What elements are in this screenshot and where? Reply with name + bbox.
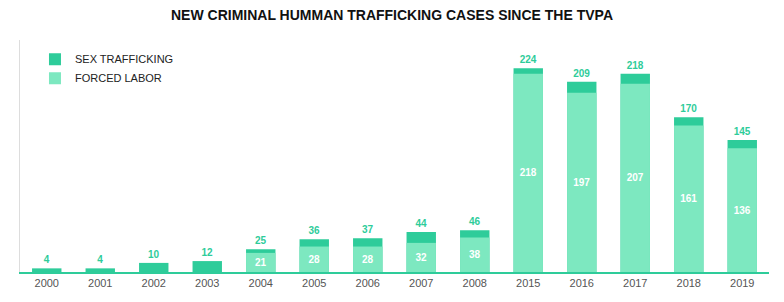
svg-text:2008: 2008 [463,277,487,289]
svg-text:2019: 2019 [730,277,754,289]
svg-text:44: 44 [415,218,427,229]
svg-text:FORCED LABOR: FORCED LABOR [75,72,162,84]
svg-text:32: 32 [415,252,427,263]
svg-text:21: 21 [255,257,267,268]
svg-text:2002: 2002 [142,277,166,289]
svg-text:12: 12 [201,247,213,258]
svg-text:4: 4 [97,254,103,265]
svg-text:218: 218 [520,167,537,178]
svg-text:2018: 2018 [677,277,701,289]
svg-text:37: 37 [362,224,374,235]
svg-text:197: 197 [573,177,590,188]
svg-text:2017: 2017 [623,277,647,289]
svg-text:SEX TRAFFICKING: SEX TRAFFICKING [75,53,173,65]
svg-text:2007: 2007 [409,277,433,289]
svg-text:209: 209 [573,68,590,79]
svg-text:38: 38 [469,249,481,260]
svg-text:10: 10 [148,249,160,260]
svg-text:136: 136 [734,205,751,216]
svg-text:2000: 2000 [35,277,59,289]
svg-text:4: 4 [44,254,50,265]
svg-text:2004: 2004 [249,277,273,289]
svg-text:218: 218 [627,60,644,71]
svg-text:207: 207 [627,172,644,183]
svg-text:25: 25 [255,235,267,246]
svg-text:28: 28 [362,254,374,265]
svg-text:145: 145 [734,126,751,137]
svg-text:2015: 2015 [516,277,540,289]
svg-text:2003: 2003 [195,277,219,289]
svg-text:2005: 2005 [302,277,326,289]
svg-text:2006: 2006 [356,277,380,289]
svg-text:2001: 2001 [88,277,112,289]
svg-text:36: 36 [308,225,320,236]
svg-text:2016: 2016 [570,277,594,289]
svg-text:NEW CRIMINAL HUMMAN TRAFFICKIN: NEW CRIMINAL HUMMAN TRAFFICKING CASES SI… [171,7,613,23]
svg-text:46: 46 [469,216,481,227]
svg-text:170: 170 [680,103,697,114]
svg-text:224: 224 [520,54,537,65]
svg-text:161: 161 [680,193,697,204]
svg-text:28: 28 [308,254,320,265]
